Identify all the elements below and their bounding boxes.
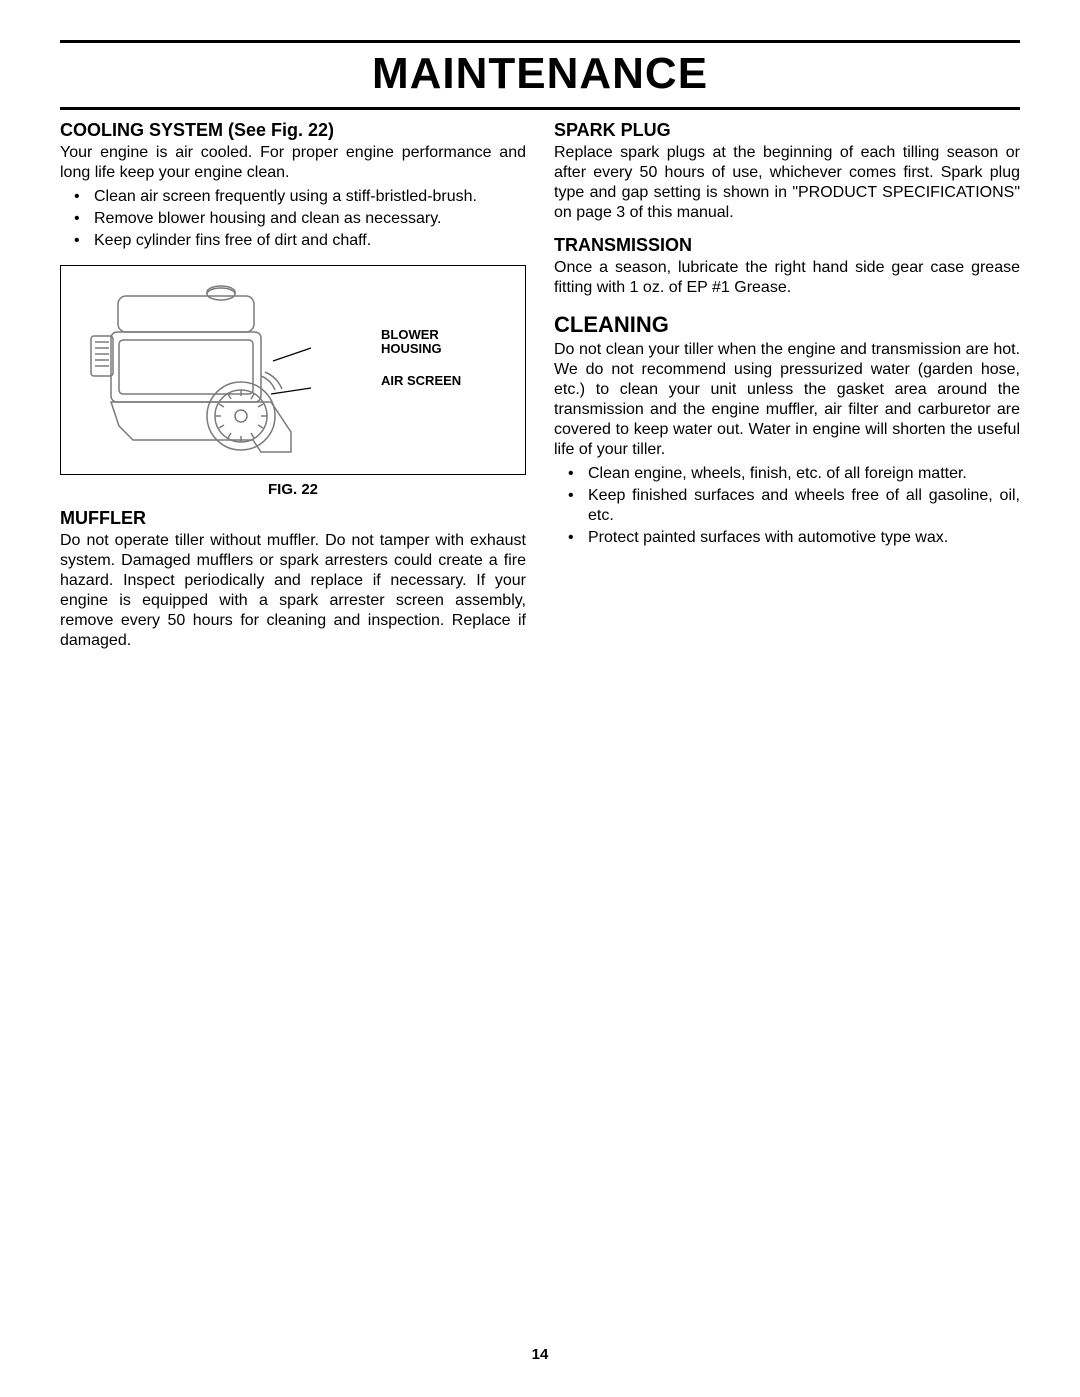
cooling-heading: COOLING SYSTEM (See Fig. 22)	[60, 120, 526, 141]
list-item: Keep finished surfaces and wheels free o…	[554, 486, 1020, 526]
cleaning-heading: CLEANING	[554, 312, 1020, 338]
cleaning-intro: Do not clean your tiller when the engine…	[554, 340, 1020, 460]
top-rule	[60, 40, 1020, 43]
title-underline	[60, 107, 1020, 110]
two-column-layout: COOLING SYSTEM (See Fig. 22) Your engine…	[60, 116, 1020, 651]
transmission-heading: TRANSMISSION	[554, 235, 1020, 256]
cooling-intro: Your engine is air cooled. For proper en…	[60, 143, 526, 183]
muffler-text: Do not operate tiller without muffler. D…	[60, 531, 526, 651]
list-item: Remove blower housing and clean as neces…	[60, 209, 526, 229]
spark-plug-heading: SPARK PLUG	[554, 120, 1020, 141]
right-column: SPARK PLUG Replace spark plugs at the be…	[554, 116, 1020, 651]
spark-plug-text: Replace spark plugs at the beginning of …	[554, 143, 1020, 223]
cleaning-bullet-list: Clean engine, wheels, finish, etc. of al…	[554, 464, 1020, 548]
figure-label-blower-housing: BLOWER HOUSING	[381, 328, 442, 357]
figure-label-air-screen: AIR SCREEN	[381, 374, 461, 388]
page-number: 14	[0, 1346, 1080, 1363]
muffler-heading: MUFFLER	[60, 508, 526, 529]
list-item: Keep cylinder fins free of dirt and chaf…	[60, 231, 526, 251]
list-item: Clean engine, wheels, finish, etc. of al…	[554, 464, 1020, 484]
left-column: COOLING SYSTEM (See Fig. 22) Your engine…	[60, 116, 526, 651]
engine-diagram-icon	[71, 276, 371, 466]
list-item: Clean air screen frequently using a stif…	[60, 187, 526, 207]
transmission-text: Once a season, lubricate the right hand …	[554, 258, 1020, 298]
list-item: Protect painted surfaces with automotive…	[554, 528, 1020, 548]
cooling-bullet-list: Clean air screen frequently using a stif…	[60, 187, 526, 251]
figure-caption: FIG. 22	[60, 481, 526, 498]
page-title: MAINTENANCE	[60, 49, 1020, 99]
figure-22-box: BLOWER HOUSING AIR SCREEN	[60, 265, 526, 475]
